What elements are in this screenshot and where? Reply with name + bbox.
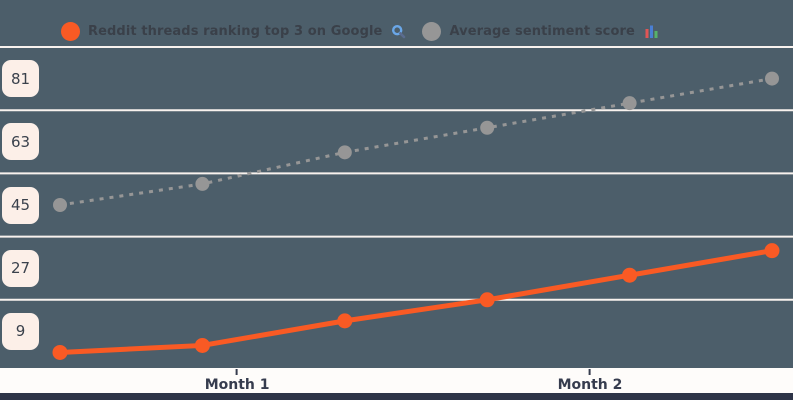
bar-chart-icon — [644, 24, 659, 39]
bottom-bar — [0, 393, 793, 400]
data-point-series1-3[interactable] — [480, 120, 495, 135]
magnifier-icon — [391, 24, 406, 39]
data-point-series0-3[interactable] — [479, 292, 495, 308]
data-point-series1-5[interactable] — [765, 71, 779, 86]
y-axis-label-63: 63 — [2, 123, 39, 161]
x-tick-mark — [236, 369, 239, 375]
y-axis-label-9: 9 — [2, 312, 39, 350]
x-tick-label: Month 1 — [204, 377, 270, 393]
y-axis-label-27: 27 — [2, 249, 39, 287]
x-tick-label: Month 2 — [557, 377, 623, 393]
data-point-series0-4[interactable] — [622, 267, 638, 283]
data-point-series0-2[interactable] — [337, 313, 353, 329]
y-axis-label-81: 81 — [2, 60, 39, 98]
y-axis-label-45: 45 — [2, 186, 39, 224]
data-point-series1-4[interactable] — [622, 96, 637, 111]
data-point-series1-1[interactable] — [195, 176, 210, 191]
series-line-1 — [59, 77, 773, 207]
x-tick-1: Month 1 — [204, 368, 270, 393]
x-axis: Month 1 Month 2 — [0, 368, 793, 393]
data-point-series0-1[interactable] — [194, 337, 210, 353]
reddit-series-dot-icon — [61, 22, 80, 41]
data-point-series0-0[interactable] — [52, 344, 68, 360]
sentiment-series-dot-icon — [422, 22, 442, 41]
x-tick-mark — [588, 369, 591, 375]
legend-item-reddit-threads[interactable]: Reddit threads ranking top 3 on Google — [61, 22, 406, 41]
data-point-series1-0[interactable] — [53, 198, 67, 212]
legend-item-sentiment-score[interactable]: Average sentiment score — [422, 22, 658, 41]
x-tick-2: Month 2 — [557, 368, 623, 393]
series-line-0 — [59, 248, 773, 355]
chart-legend: Reddit threads ranking top 3 on Google A… — [61, 22, 659, 41]
legend-label-sentiment-score: Average sentiment score — [449, 24, 635, 39]
data-point-series1-2[interactable] — [337, 145, 352, 160]
data-point-series0-5[interactable] — [764, 243, 780, 259]
legend-label-reddit-threads: Reddit threads ranking top 3 on Google — [88, 24, 383, 39]
